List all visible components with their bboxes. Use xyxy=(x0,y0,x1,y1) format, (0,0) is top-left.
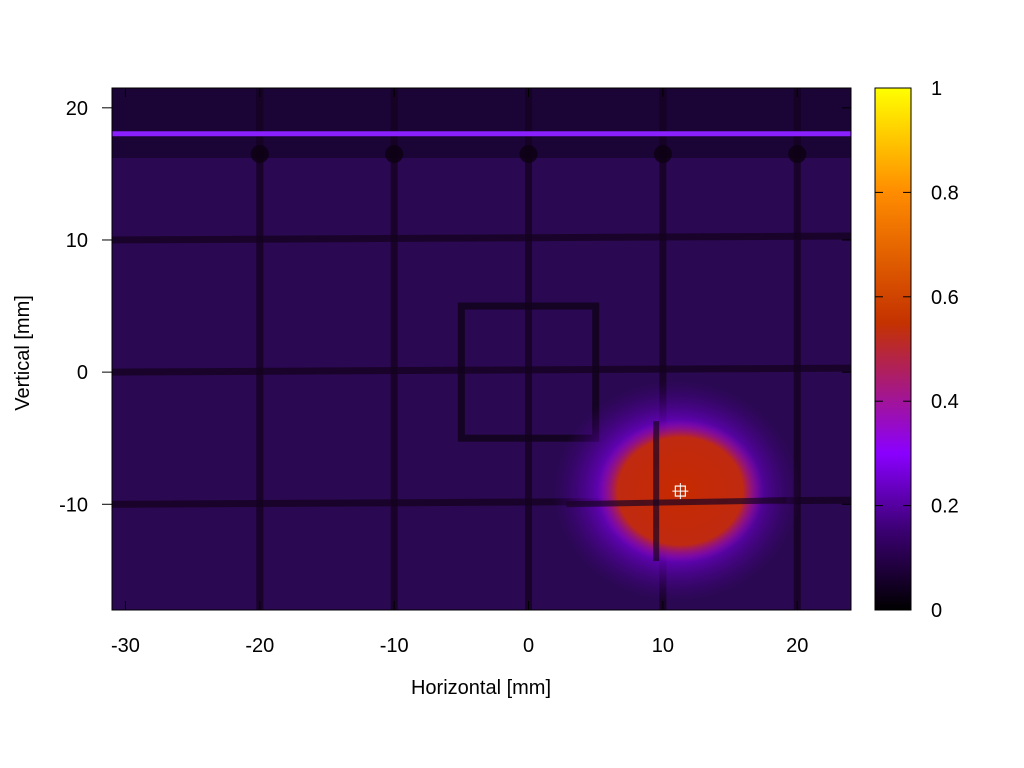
spot-dark-line-horizontal xyxy=(566,497,787,508)
y-tick-label: 0 xyxy=(77,362,88,384)
x-axis-label: Horizontal [mm] xyxy=(411,677,551,699)
square-outline xyxy=(457,302,600,442)
top-dark-band xyxy=(112,88,851,158)
dark-blob xyxy=(653,145,672,164)
y-tick-label: 20 xyxy=(66,98,88,120)
y-axis-label: Vertical [mm] xyxy=(12,295,34,411)
colorbar-ticks: 0 0.2 0.4 0.6 0.8 1 xyxy=(875,78,959,622)
x-tick-label: -20 xyxy=(245,635,274,657)
x-tick-label: 0 xyxy=(523,635,534,657)
heatmap-area xyxy=(112,88,851,610)
dark-grid-line-horizontal xyxy=(112,232,851,244)
y-tick-label: -10 xyxy=(59,494,88,516)
dark-blob xyxy=(788,145,807,164)
dark-blob xyxy=(519,145,538,164)
x-tick-label: -30 xyxy=(111,635,140,657)
colorbar-tick-label: 0.2 xyxy=(931,496,959,518)
colorbar xyxy=(874,87,912,611)
colorbar-tick-label: 0.8 xyxy=(931,182,959,204)
colorbar-tick-label: 0.4 xyxy=(931,391,959,413)
dark-blob xyxy=(250,145,269,164)
colorbar-tick-label: 0 xyxy=(931,600,942,622)
axis-ticks: -30 -20 -10 0 10 20 20 10 0 -10 xyxy=(59,88,851,657)
colorbar-tick-label: 0.6 xyxy=(931,287,959,309)
y-tick-label: 10 xyxy=(66,230,88,252)
x-tick-label: 10 xyxy=(652,635,674,657)
colorbar-tick-label: 1 xyxy=(931,78,942,100)
dark-blob xyxy=(385,145,404,164)
dark-grid-line-horizontal xyxy=(112,364,851,376)
bright-horizontal-line xyxy=(112,131,851,137)
peak-marker xyxy=(672,483,689,500)
x-tick-label: 20 xyxy=(786,635,808,657)
plot-border xyxy=(111,87,852,611)
x-tick-label: -10 xyxy=(380,635,409,657)
